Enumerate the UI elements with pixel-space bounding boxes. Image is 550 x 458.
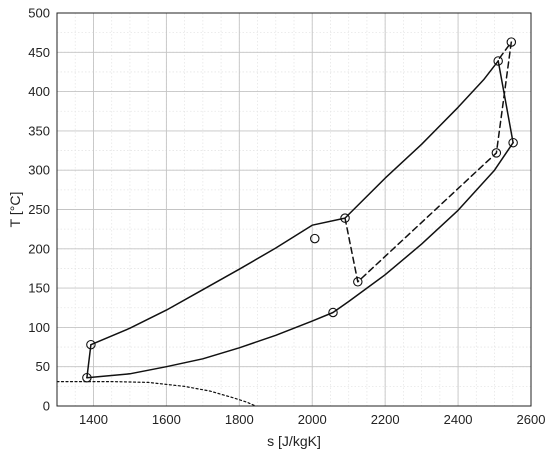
y-tick-layer: 0 50 100 150 200 250 300 350 400 450 500 xyxy=(28,6,50,414)
state-point-marker xyxy=(86,339,96,350)
marker-layer xyxy=(82,37,518,383)
y-tick-label: 150 xyxy=(28,281,50,296)
y-tick-label: 200 xyxy=(28,241,50,256)
state-point-marker xyxy=(493,56,503,66)
x-tick-layer: 1400 1600 1800 2000 2200 2400 2600 xyxy=(79,412,545,427)
x-tick-label: 1400 xyxy=(79,412,108,427)
y-tick-label: 500 xyxy=(28,6,50,21)
state-point-marker xyxy=(328,307,338,318)
plot-frame xyxy=(56,12,532,407)
x-tick-label: 1600 xyxy=(152,412,181,427)
y-tick-label: 50 xyxy=(36,359,50,374)
y-tick-label: 300 xyxy=(28,163,50,178)
x-tick-label: 1800 xyxy=(225,412,254,427)
x-tick-label: 2400 xyxy=(444,412,473,427)
y-tick-label: 100 xyxy=(28,320,50,335)
series-layer xyxy=(56,41,514,407)
series-line-5 xyxy=(344,41,513,283)
series-line-2 xyxy=(86,343,92,379)
y-tick-label: 350 xyxy=(28,123,50,138)
x-axis-label: s [J/kgK] xyxy=(267,433,321,449)
series-line-6 xyxy=(56,381,257,407)
state-point-marker xyxy=(353,277,363,287)
y-axis-label: T [°C] xyxy=(7,192,23,228)
state-point-marker xyxy=(310,233,320,244)
y-tick-label: 400 xyxy=(28,84,50,99)
state-point-marker xyxy=(508,137,518,148)
state-point-marker xyxy=(506,37,517,47)
x-tick-label: 2600 xyxy=(517,412,546,427)
y-tick-label: 450 xyxy=(28,45,50,60)
series-line-4 xyxy=(86,141,514,379)
state-point-marker xyxy=(340,213,350,223)
series-line-3 xyxy=(497,60,514,144)
state-point-marker xyxy=(82,372,92,383)
x-tick-label: 2000 xyxy=(298,412,327,427)
x-tick-label: 2200 xyxy=(371,412,400,427)
y-tick-label: 0 xyxy=(43,399,50,414)
state-point-marker xyxy=(491,148,502,158)
series-line-1 xyxy=(90,60,499,346)
y-tick-label: 250 xyxy=(28,202,50,217)
